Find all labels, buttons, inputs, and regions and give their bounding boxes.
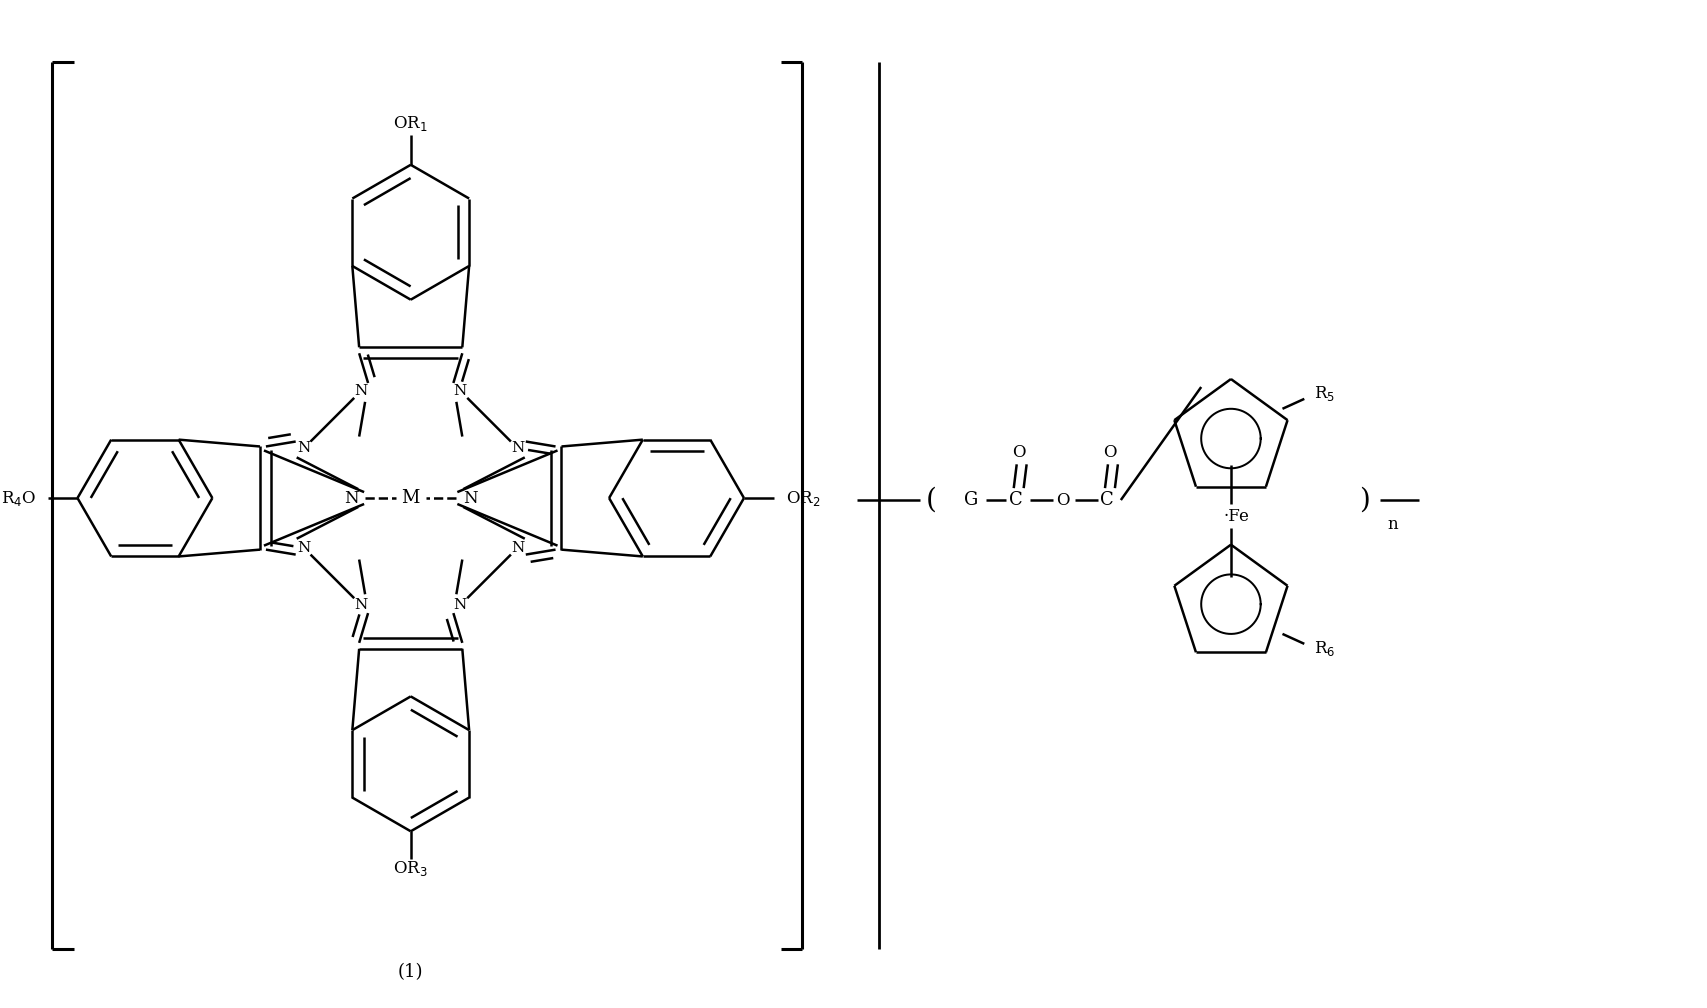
Text: C: C	[1099, 491, 1113, 509]
Text: N: N	[463, 490, 478, 507]
Text: O: O	[1103, 444, 1116, 461]
Text: M: M	[401, 489, 420, 507]
Text: O: O	[1057, 492, 1070, 508]
Text: R$_4$O: R$_4$O	[0, 489, 36, 508]
Text: n: n	[1386, 516, 1396, 533]
Text: R$_5$: R$_5$	[1313, 384, 1335, 403]
Text: (1): (1)	[398, 963, 423, 981]
Text: O: O	[1011, 444, 1024, 461]
Text: N: N	[355, 384, 367, 398]
Text: ): )	[1359, 487, 1369, 513]
Text: OR$_3$: OR$_3$	[393, 860, 428, 879]
Text: N: N	[510, 442, 524, 456]
Text: N: N	[510, 540, 524, 554]
Text: (: (	[925, 487, 937, 513]
Text: ·Fe: ·Fe	[1224, 508, 1250, 525]
Text: N: N	[454, 384, 466, 398]
Text: N: N	[297, 540, 311, 554]
Text: N: N	[343, 490, 358, 507]
Text: OR$_1$: OR$_1$	[393, 114, 428, 133]
Text: N: N	[297, 442, 311, 456]
Text: OR$_2$: OR$_2$	[785, 489, 819, 508]
Text: G: G	[963, 491, 978, 509]
Text: N: N	[454, 598, 466, 612]
Text: N: N	[355, 598, 367, 612]
Text: C: C	[1009, 491, 1022, 509]
Text: R$_6$: R$_6$	[1313, 639, 1335, 658]
